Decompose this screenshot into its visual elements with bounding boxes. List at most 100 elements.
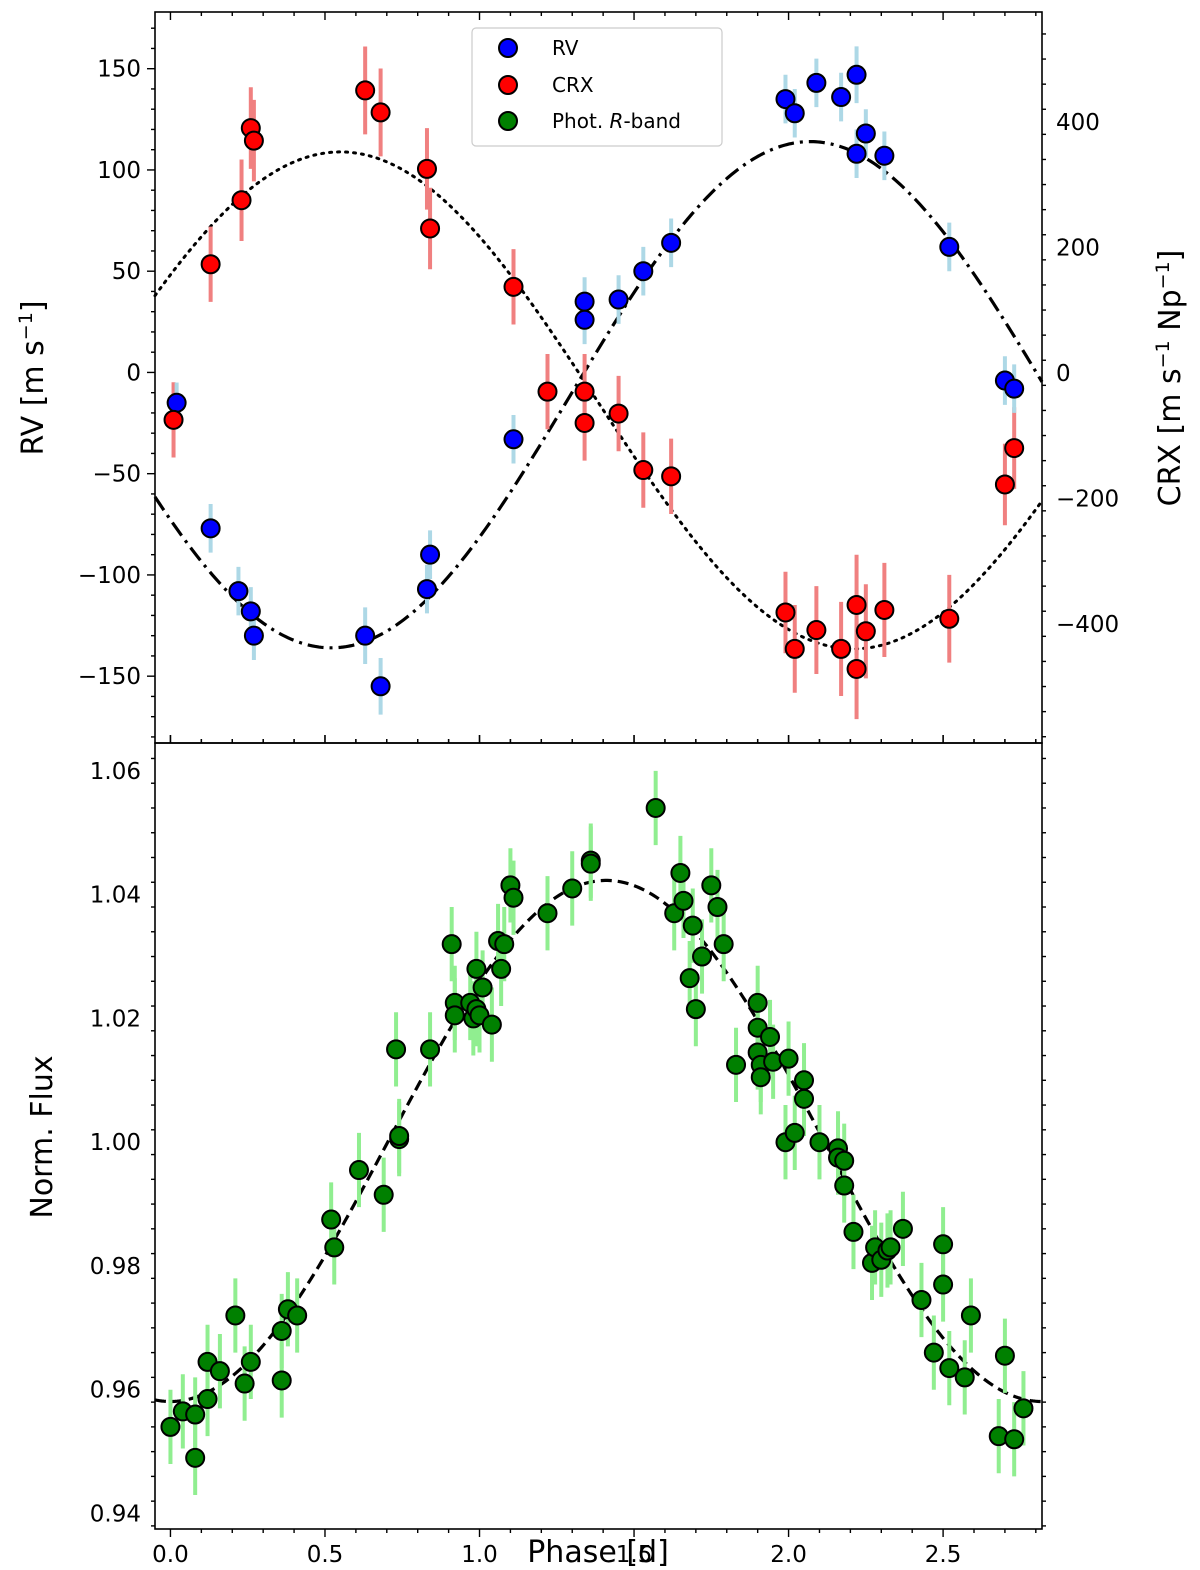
crx-point <box>939 608 960 629</box>
flux-point <box>760 1026 781 1047</box>
flux-point <box>444 1005 465 1026</box>
flux-point <box>784 1122 805 1143</box>
crx-point <box>200 254 221 275</box>
flux-point <box>466 958 487 979</box>
rv-point <box>200 518 221 539</box>
rv-point <box>608 289 629 310</box>
rv-tick-label: 100 <box>97 158 141 184</box>
crx-label-sup-1: −1 <box>1152 340 1174 368</box>
flux-point <box>750 1067 771 1088</box>
rv-tick-label: −50 <box>92 462 141 488</box>
x-tick-label: 0.0 <box>152 1542 189 1568</box>
top-model-curves <box>153 140 1044 651</box>
flux-point <box>809 1132 830 1153</box>
crx-point <box>633 460 654 481</box>
bottom-ticks: 0.0 0.5 1.0 1.5 2.0 2.5 0.94 0.96 0.98 1.00 1.02 1.… <box>90 735 1046 1568</box>
rv-point <box>416 579 437 600</box>
rv-point <box>806 72 827 93</box>
rv-point <box>574 309 595 330</box>
rv-tick-label: 50 <box>112 259 141 285</box>
rv-tick-label: 0 <box>126 360 141 386</box>
flux-point <box>494 934 515 955</box>
legend: RV CRX Phot. R-band <box>471 27 723 147</box>
rv-label-part-2: ] <box>16 300 51 312</box>
crx-point <box>874 599 895 620</box>
rv-point <box>633 261 654 282</box>
crx-point <box>846 594 867 615</box>
crx-tick-label: 0 <box>1056 361 1071 387</box>
bottom-model-curve <box>154 878 1043 1404</box>
flux-point <box>420 1039 441 1060</box>
crx-point <box>537 381 558 402</box>
flux-point <box>685 999 706 1020</box>
flux-point <box>1004 1429 1025 1450</box>
flux-point <box>389 1126 410 1146</box>
flux-point <box>778 1048 799 1069</box>
flux-point <box>670 862 691 883</box>
crx-point <box>574 412 595 433</box>
legend-frame <box>471 27 723 147</box>
flux-point <box>794 1088 815 1109</box>
rv-point <box>784 103 805 124</box>
x-tick-label: 2.5 <box>925 1542 962 1568</box>
crx-tick-label: −400 <box>1056 612 1119 638</box>
crx-point <box>416 158 437 179</box>
crx-point <box>503 276 524 297</box>
flux-point <box>197 1389 218 1410</box>
rv-point <box>1004 378 1025 399</box>
legend-phot-prefix: Phot. <box>552 109 610 133</box>
flux-point <box>373 1184 394 1205</box>
flux-point <box>880 1237 901 1258</box>
flux-point <box>923 1342 944 1363</box>
legend-phot-suffix: -band <box>623 109 681 133</box>
flux-point <box>481 1014 502 1035</box>
flux-tick-label: 0.98 <box>90 1254 141 1280</box>
crx-point <box>243 130 264 151</box>
crx-model-curve <box>153 150 1044 651</box>
flux-point <box>726 1054 747 1075</box>
rv-point <box>574 291 595 312</box>
flux-tick-label: 0.96 <box>90 1378 141 1404</box>
rv-point <box>939 236 960 257</box>
crx-point <box>163 409 184 430</box>
rv-point <box>846 64 867 85</box>
flux-point <box>271 1320 292 1341</box>
flux-point <box>225 1305 246 1326</box>
top-panel: −150 −100 −50 0 50 100 150 −400 −200 0 200 400 RV C… <box>15 11 1188 744</box>
rv-point <box>846 143 867 164</box>
flux-point <box>562 878 583 899</box>
flux-point <box>747 992 768 1013</box>
crx-tick-label: 400 <box>1056 110 1100 136</box>
legend-phot-marker <box>498 111 518 131</box>
flux-point <box>324 1237 345 1258</box>
flux-point <box>240 1351 261 1372</box>
rv-tick-label: −150 <box>78 664 141 690</box>
flux-point <box>701 875 722 896</box>
rv-point <box>166 392 187 413</box>
flux-point <box>834 1150 855 1171</box>
crx-point <box>831 638 852 659</box>
crx-label-part-2: Np <box>1153 289 1188 340</box>
rv-point <box>503 429 524 450</box>
flux-point <box>954 1367 975 1388</box>
crx-point <box>784 638 805 659</box>
crx-point <box>661 466 682 487</box>
flux-point <box>234 1373 255 1394</box>
legend-rv-label: RV <box>552 36 579 60</box>
flux-point <box>939 1358 960 1379</box>
crx-point <box>420 218 441 239</box>
flux-point <box>580 853 601 874</box>
flux-point <box>794 1070 815 1091</box>
legend-crx-marker <box>498 75 518 95</box>
rv-point <box>831 87 852 108</box>
flux-point <box>713 934 734 955</box>
flux-point <box>321 1209 342 1230</box>
flux-point <box>348 1160 369 1181</box>
rv-point <box>775 89 796 110</box>
crx-point <box>775 602 796 623</box>
rv-point <box>355 625 376 646</box>
flux-point <box>209 1361 230 1382</box>
flux-tick-label: 1.04 <box>90 883 141 909</box>
